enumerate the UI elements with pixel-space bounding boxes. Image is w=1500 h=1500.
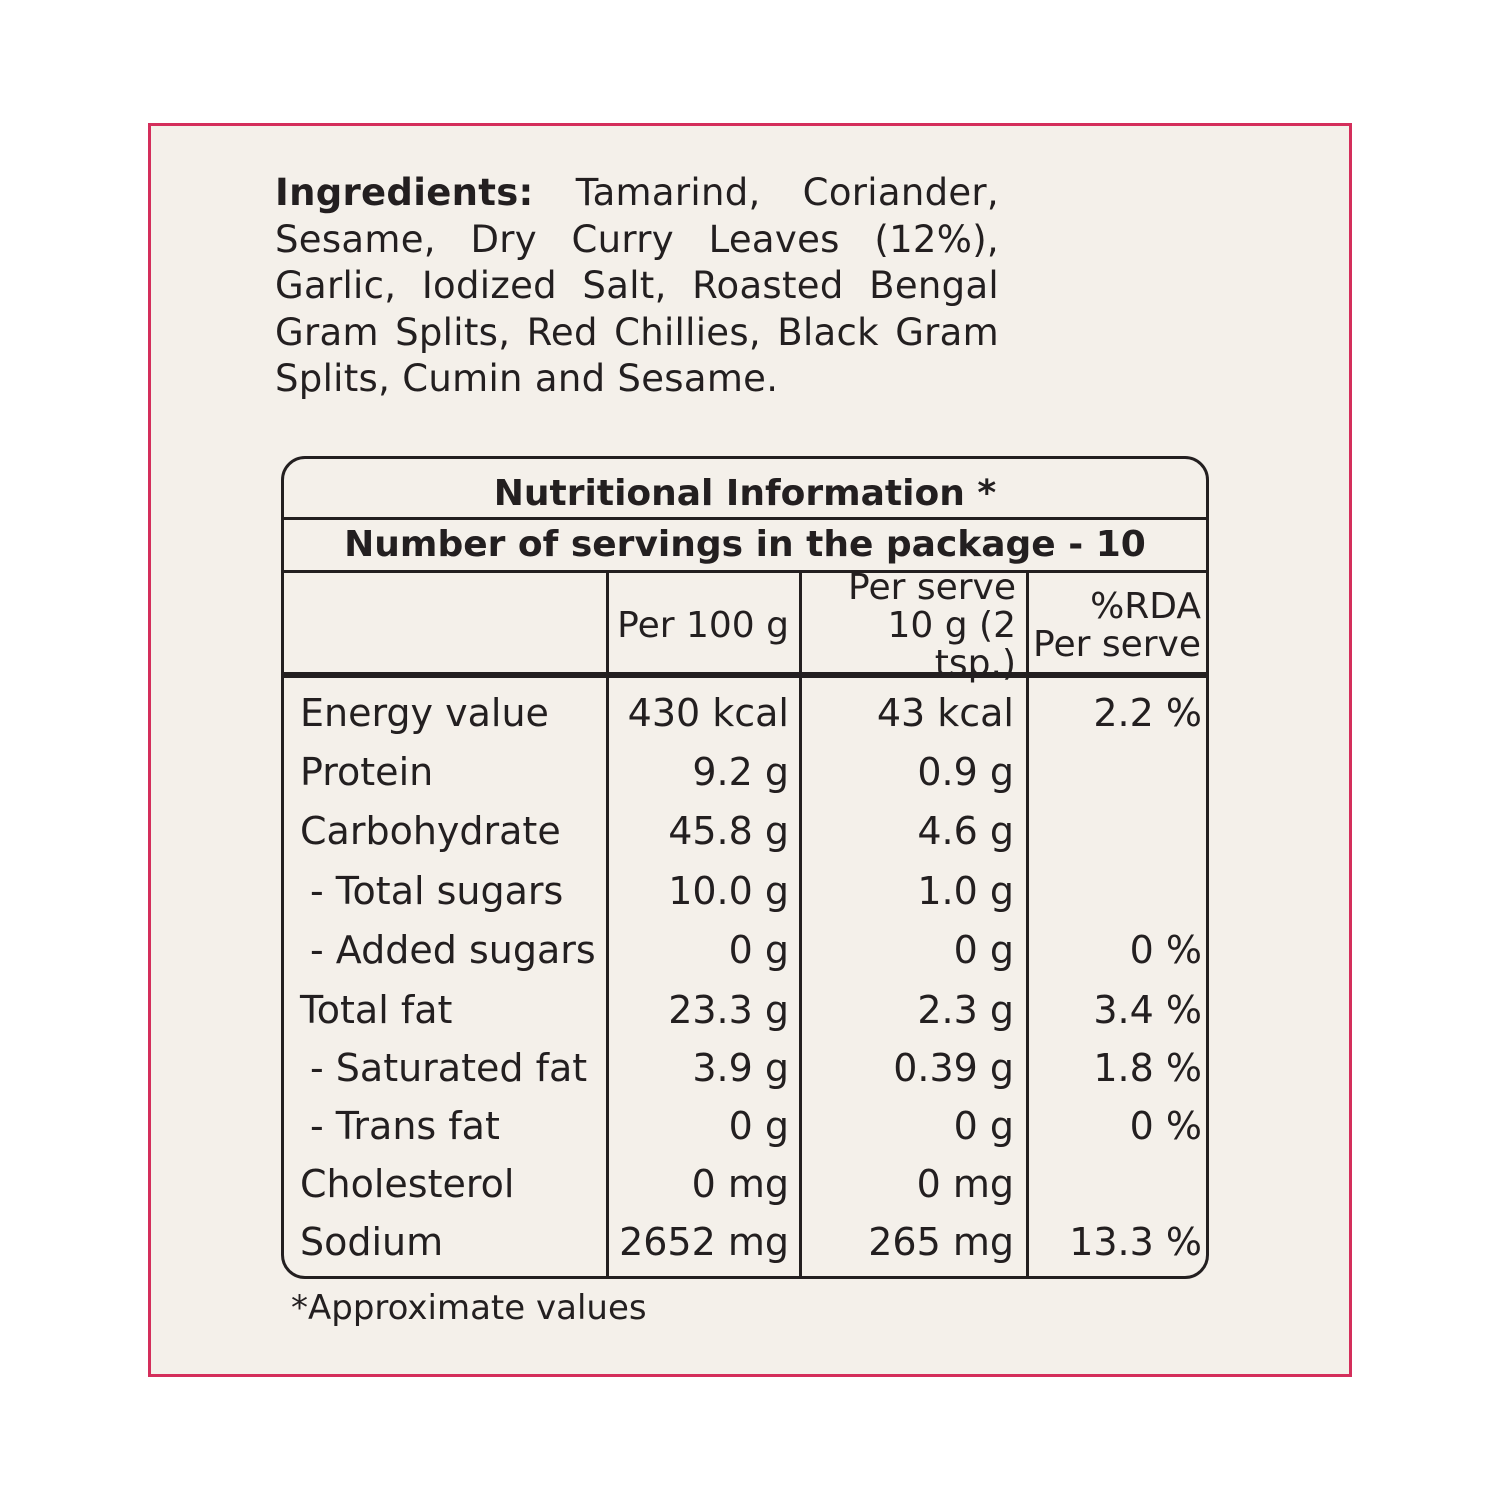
value-per-100g: 0 mg	[691, 1162, 789, 1206]
value-per-serve: 4.6 g	[917, 809, 1014, 853]
nutrient-name: Protein	[300, 750, 434, 794]
nutrient-name: - Total sugars	[310, 869, 564, 913]
nutrient-name: Energy value	[300, 691, 549, 735]
ingredients-label: Ingredients:	[275, 171, 534, 214]
value-per-serve: 1.0 g	[917, 869, 1014, 913]
table-row: - Added sugars 0 g 0 g 0 %	[284, 921, 1206, 980]
value-per-serve: 0 g	[953, 1104, 1014, 1148]
nutrition-title: Nutritional Information *	[284, 459, 1206, 520]
value-per-serve: 0.39 g	[893, 1046, 1014, 1090]
header-rda-line2: Per serve	[1033, 623, 1201, 665]
column-divider	[799, 573, 802, 1276]
header-per-100g-label: Per 100 g	[617, 604, 789, 646]
header-separator	[284, 672, 1206, 678]
header-per-serve: Per serve 10 g (2 tsp.)	[802, 568, 1026, 682]
table-row: Protein 9.2 g 0.9 g	[284, 743, 1206, 802]
ingredients-list: Tamarind, Coriander, Sesame, Dry Curry L…	[275, 171, 999, 400]
header-rda: %RDA Per serve	[1029, 579, 1206, 672]
footnote: *Approximate values	[291, 1288, 647, 1328]
nutrient-name: Total fat	[300, 988, 453, 1032]
nutrition-table: Nutritional Information * Number of serv…	[281, 456, 1209, 1279]
header-per-serve-line1: Per serve	[848, 566, 1016, 608]
label-panel: Ingredients: Tamarind, Coriander, Sesame…	[148, 123, 1352, 1377]
value-per-serve: 0.9 g	[917, 750, 1014, 794]
value-per-100g: 9.2 g	[692, 750, 789, 794]
header-per-100g: Per 100 g	[609, 579, 799, 672]
nutrient-name: - Added sugars	[310, 928, 596, 972]
nutrient-name: Cholesterol	[300, 1162, 515, 1206]
column-divider	[606, 573, 609, 1276]
value-per-100g: 3.9 g	[692, 1046, 789, 1090]
table-row: - Saturated fat 3.9 g 0.39 g 1.8 %	[284, 1039, 1206, 1098]
table-row: - Trans fat 0 g 0 g 0 %	[284, 1097, 1206, 1156]
value-per-serve: 43 kcal	[876, 691, 1014, 735]
value-per-100g: 10.0 g	[668, 869, 789, 913]
value-per-100g: 23.3 g	[668, 988, 789, 1032]
value-rda: 13.3 %	[1069, 1220, 1202, 1264]
nutrient-name: Carbohydrate	[300, 809, 561, 853]
value-rda: 3.4 %	[1093, 988, 1202, 1032]
header-rda-line1: %RDA	[1090, 585, 1201, 627]
value-per-serve: 2.3 g	[917, 988, 1014, 1032]
value-per-serve: 0 mg	[916, 1162, 1014, 1206]
table-row: Cholesterol 0 mg 0 mg	[284, 1155, 1206, 1214]
table-row: Energy value 430 kcal 43 kcal 2.2 %	[284, 684, 1206, 743]
value-per-100g: 2652 mg	[619, 1220, 789, 1264]
table-row: Carbohydrate 45.8 g 4.6 g	[284, 802, 1206, 861]
nutrient-name: Sodium	[300, 1220, 444, 1264]
table-row: Total fat 23.3 g 2.3 g 3.4 %	[284, 981, 1206, 1040]
value-rda: 0 %	[1129, 1104, 1202, 1148]
value-rda: 1.8 %	[1093, 1046, 1202, 1090]
value-per-serve: 0 g	[953, 928, 1014, 972]
value-per-serve: 265 mg	[868, 1220, 1014, 1264]
column-divider	[1026, 573, 1029, 1276]
value-per-100g: 0 g	[728, 1104, 789, 1148]
table-row: Sodium 2652 mg 265 mg 13.3 %	[284, 1213, 1206, 1272]
value-per-100g: 430 kcal	[627, 691, 789, 735]
servings-count: Number of servings in the package - 10	[284, 520, 1206, 573]
nutrient-name: - Trans fat	[310, 1104, 500, 1148]
nutrient-name: - Saturated fat	[310, 1046, 588, 1090]
table-row: - Total sugars 10.0 g 1.0 g	[284, 862, 1206, 921]
ingredients-text: Ingredients: Tamarind, Coriander, Sesame…	[275, 170, 999, 403]
value-per-100g: 45.8 g	[668, 809, 789, 853]
value-rda: 0 %	[1129, 928, 1202, 972]
value-per-100g: 0 g	[728, 928, 789, 972]
value-rda: 2.2 %	[1093, 691, 1202, 735]
